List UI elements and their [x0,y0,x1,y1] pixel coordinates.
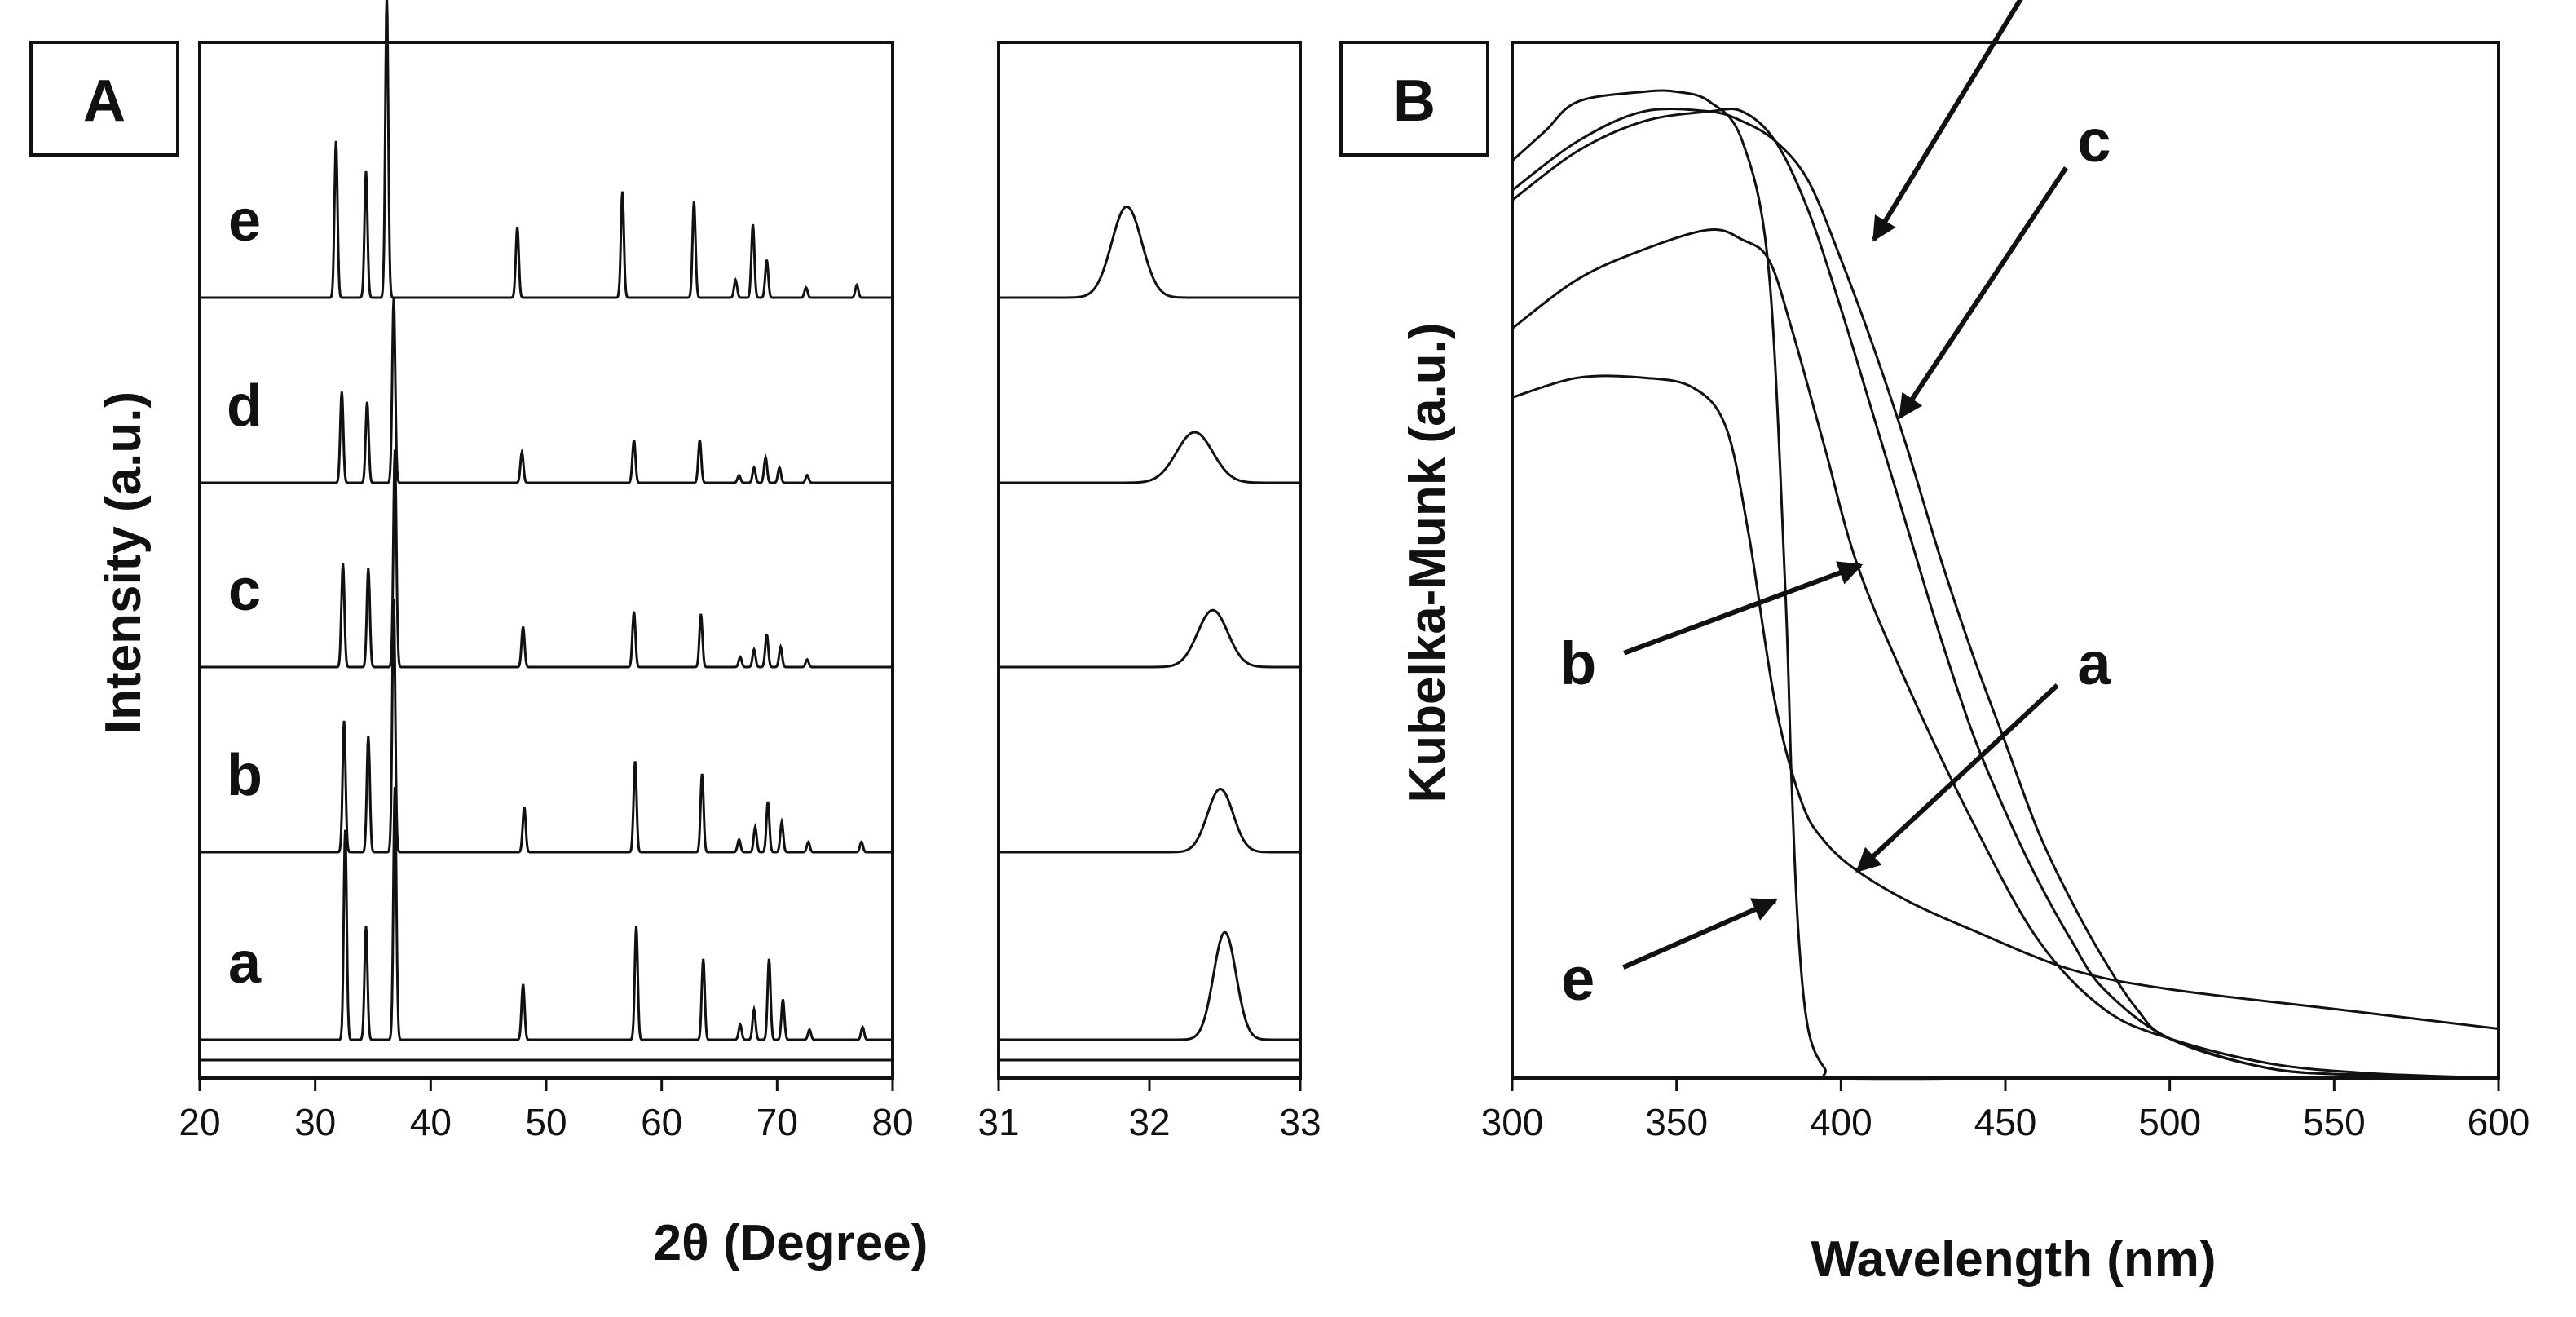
uvvis-annotation-label-c: c [2077,107,2111,175]
uvvis-trace-a [1511,374,2499,1030]
xrd-trace-c [200,449,893,669]
panel-a-inset-x-tick-label: 31 [977,1101,1019,1143]
xrd-series-label-d: d [227,373,262,439]
inset-trace-d [999,431,1300,484]
panel-b-x-tick-label: 400 [1810,1101,1872,1143]
uvvis-annotation-label-e: e [1561,945,1595,1013]
panel-b-label: B [1393,69,1436,134]
uvvis-annotation-arrow-e [1622,898,1778,970]
uvvis-trace-e [1511,89,2499,1081]
uvvis-annotation-arrow-b [1623,561,1864,656]
panel-b-x-tick-label: 350 [1645,1101,1708,1143]
xrd-trace-e [200,0,893,299]
panel-b-x-tick-label: 500 [2138,1101,2201,1143]
panel-b-x-tick-label: 300 [1481,1101,1544,1143]
inset-trace-b [999,787,1300,854]
panel-a-x-tick-label: 70 [756,1101,798,1143]
xrd-trace-a [200,786,893,1041]
panel-a-x-tick-label: 50 [525,1101,567,1143]
panel-a-x-tick-label: 60 [641,1101,682,1143]
uvvis-annotation-label-a: a [2077,630,2111,697]
panel-b-x-tick-label: 600 [2468,1101,2530,1143]
inset-trace-e [999,205,1300,299]
panel-a-inset-frame [997,41,1302,1080]
panel-a-inset-x-tick-label: 32 [1128,1101,1170,1143]
panel-a-inset-chart: 31 32 33 [977,41,1321,1143]
uvvis-trace-b [1511,228,2499,1080]
inset-trace-c [999,608,1300,669]
uvvis-trace-c [1511,107,2499,1080]
uvvis-annotation-arrow-c [1898,166,2068,420]
xrd-series-label-c: c [228,558,261,623]
panel-a-x-tick-label: 40 [410,1101,452,1143]
xrd-trace-d [200,298,893,484]
xrd-series-label-e: e [228,188,261,254]
panel-a-x-tick-label: 80 [871,1101,913,1143]
panel-b-x-tick-label: 450 [1974,1101,2037,1143]
panel-a-label-box [29,41,179,157]
xrd-series-label-b: b [227,743,262,808]
panel-b-y-axis-label: Kubelka-Munk (a.u.) [1400,322,1456,802]
panel-a-label: A [83,69,126,134]
panel-a-xrd-chart: 20 30 40 50 60 70 80 a b c d e Intensity (a.u.) 2θ… [95,0,928,1271]
panel-a-inset-x-tick-label: 33 [1279,1101,1321,1143]
panel-b-frame [1511,41,2500,1080]
panel-a-frame [198,41,894,1080]
uvvis-trace-d [1511,107,2499,1080]
panel-b-x-axis-label: Wavelength (nm) [1811,1231,2216,1288]
panel-a-x-tick-label: 20 [179,1101,220,1143]
panel-a-x-tick-label: 30 [294,1101,336,1143]
panel-a-x-axis-label: 2θ (Degree) [654,1215,929,1271]
uvvis-annotation-arrow-a [1855,683,2059,873]
panel-a-y-axis-label: Intensity (a.u.) [95,391,152,734]
uvvis-annotation-label-b: b [1559,630,1596,697]
panel-b-label-box [1339,41,1489,157]
xrd-series-label-a: a [228,930,262,996]
uvvis-annotation-arrow-d [1872,0,2023,242]
xrd-trace-b [200,599,893,854]
inset-trace-a [999,930,1300,1041]
panel-b-x-tick-label: 550 [2303,1101,2366,1143]
